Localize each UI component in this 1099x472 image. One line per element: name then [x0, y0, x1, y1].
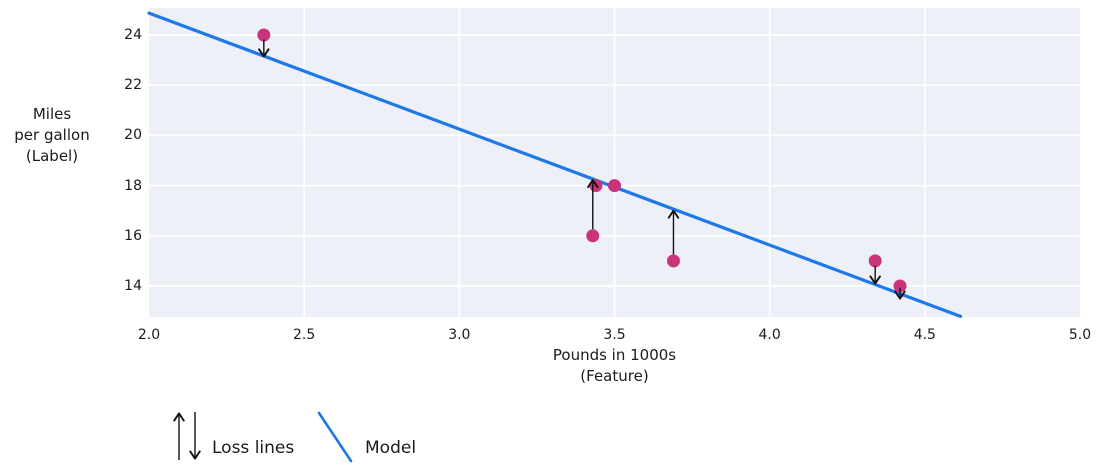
- data-point: [589, 179, 603, 193]
- x-tick-label: 2.0: [137, 327, 161, 343]
- x-tick-label: 5.0: [1068, 327, 1092, 343]
- model-line: [147, 11, 963, 318]
- model-line-legend-icon: [317, 411, 353, 463]
- data-point: [608, 179, 621, 193]
- legend-loss-lines-label: Loss lines: [212, 438, 295, 458]
- data-point: [666, 254, 680, 268]
- legend-model-label: Model: [365, 438, 417, 458]
- y-tick-label: 22: [124, 77, 142, 94]
- y-tick-label: 18: [124, 177, 142, 194]
- y-tick-label: 20: [124, 127, 142, 144]
- x-tick-label: 4.5: [913, 327, 936, 343]
- data-point: [893, 279, 907, 293]
- loss-lines-legend-icon: [173, 412, 201, 460]
- y-tick-label: 16: [124, 227, 142, 244]
- data-point: [586, 229, 600, 243]
- x-tick-label: 4.0: [758, 327, 781, 343]
- y-tick-label: 14: [124, 278, 142, 294]
- x-axis-label: Pounds in 1000s (Feature): [552, 346, 677, 385]
- y-axis-label: Miles per gallon (Label): [14, 105, 90, 165]
- data-point: [257, 28, 271, 42]
- x-tick-label: 2.5: [293, 327, 316, 343]
- x-tick-label: 3.0: [448, 327, 471, 343]
- y-tick-label: 24: [124, 27, 142, 43]
- x-tick-label: 3.5: [603, 327, 626, 343]
- data-point: [868, 254, 882, 268]
